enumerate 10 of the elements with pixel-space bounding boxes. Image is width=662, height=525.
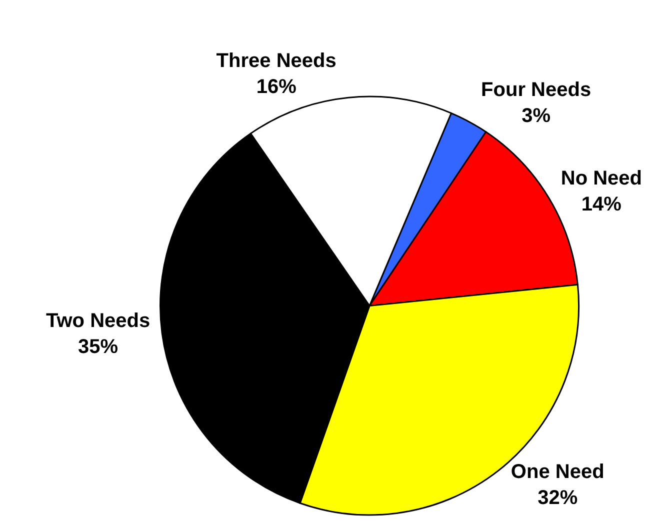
slice-label: Three Needs bbox=[216, 50, 336, 72]
data-label: 16% bbox=[256, 76, 297, 98]
slice-label: Two Needs bbox=[46, 310, 150, 332]
data-label: 32% bbox=[538, 487, 578, 510]
data-label: 14% bbox=[581, 194, 622, 216]
slice-label: Four Needs bbox=[481, 79, 592, 102]
slice-label: No Need bbox=[560, 168, 642, 190]
data-label: 3% bbox=[522, 105, 551, 128]
slice-label: One Need bbox=[510, 461, 604, 484]
data-label: 35% bbox=[78, 336, 118, 358]
